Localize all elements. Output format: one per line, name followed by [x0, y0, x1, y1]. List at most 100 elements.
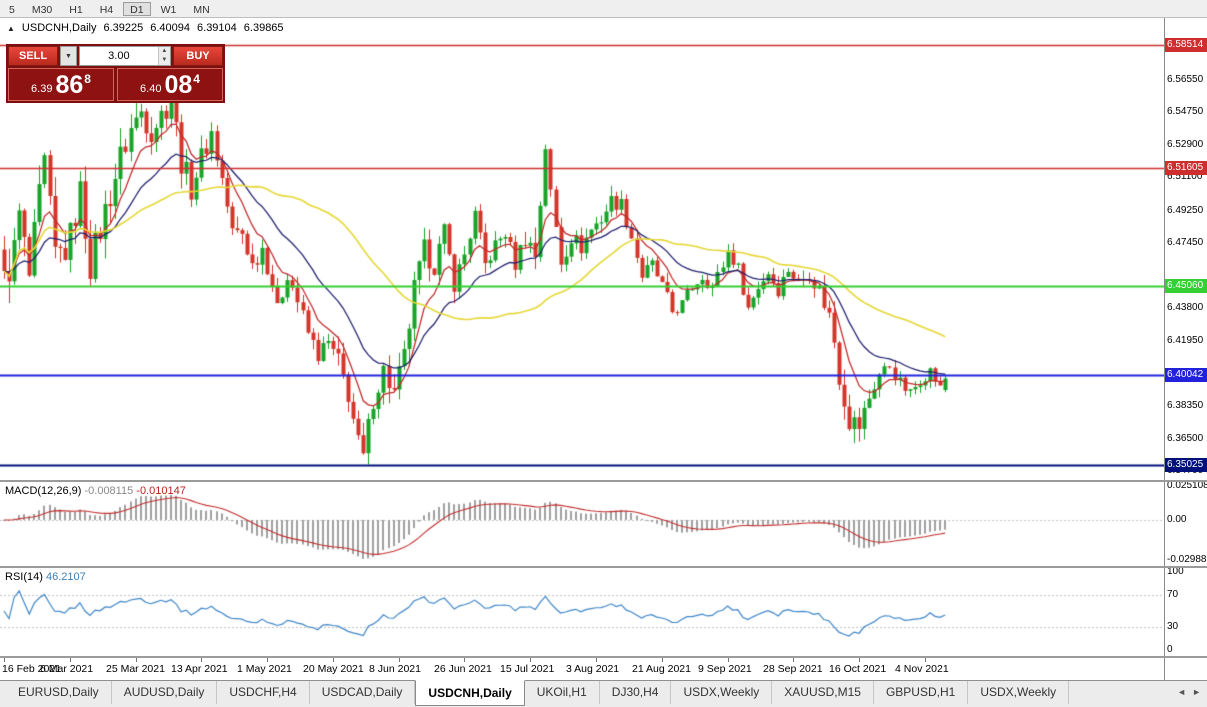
time-tick-mark	[530, 658, 531, 662]
time-tick-label: 16 Feb 2021	[2, 663, 61, 675]
timeframe-button-m30[interactable]: M30	[25, 2, 59, 16]
time-tick-mark	[399, 658, 400, 662]
timeframe-button-5[interactable]: 5	[2, 2, 22, 16]
symbol-marker-icon: ▲	[7, 23, 15, 33]
volume-decrease-icon[interactable]: ▼	[158, 56, 170, 65]
timeframe-toolbar: 5 M30 H1 H4 D1 W1 MN	[0, 0, 1207, 18]
price-tick: 6.54750	[1167, 106, 1204, 117]
time-tick-label: 25 Mar 2021	[106, 663, 165, 675]
price-tick: 6.49250	[1167, 204, 1204, 216]
macd-scale-label: 0.025108	[1167, 479, 1207, 491]
chart-ohlc-header: ▲ USDCNH,Daily 6.39225 6.40094 6.39104 6…	[7, 22, 284, 34]
timeframe-button-mn[interactable]: MN	[186, 2, 216, 16]
volume-input[interactable]	[80, 47, 158, 65]
chart-tab-audusd-daily[interactable]: AUDUSD,Daily	[112, 681, 218, 704]
sell-price-figure: 6.39	[31, 83, 53, 95]
rsi-scale-label: 0	[1167, 644, 1173, 655]
one-click-trading-panel: SELL ▼ ▲ ▼ BUY 6.39 86 8 6.40 08 4	[6, 44, 225, 103]
price-level-badge: 6.51605	[1165, 161, 1207, 176]
time-tick-mark	[728, 658, 729, 662]
time-tick-mark	[793, 658, 794, 662]
rsi-pane-canvas[interactable]	[0, 568, 1164, 656]
tabs-scroll-right-icon[interactable]: ►	[1192, 687, 1201, 697]
ohlc-high: 6.40094	[150, 22, 191, 34]
pane-separator[interactable]	[0, 656, 1207, 658]
rsi-scale-label: 70	[1167, 589, 1179, 601]
volume-field: ▲ ▼	[79, 46, 171, 66]
price-level-badge: 6.58514	[1165, 37, 1207, 52]
chart-tab-ukoil-h1[interactable]: UKOil,H1	[525, 681, 600, 704]
price-tick: 6.41950	[1167, 335, 1204, 347]
buy-price-point: 4	[193, 72, 200, 86]
volume-dropdown-button[interactable]: ▼	[60, 46, 77, 66]
time-tick-mark	[4, 658, 5, 662]
buy-price-display[interactable]: 6.40 08 4	[117, 68, 223, 101]
macd-name: MACD(12,26,9)	[5, 485, 82, 497]
time-tick-mark	[596, 658, 597, 662]
buy-price-figure: 6.40	[140, 83, 162, 95]
macd-main-value: -0.008115	[84, 485, 134, 497]
time-tick-label: 3 Aug 2021	[566, 663, 620, 675]
macd-signal-value: -0.010147	[136, 485, 186, 497]
tabs-scroll-left-icon[interactable]: ◄	[1177, 687, 1187, 697]
volume-spinner: ▲ ▼	[157, 47, 170, 65]
chart-tab-xauusd-m15[interactable]: XAUUSD,M15	[772, 681, 874, 704]
time-tick-label: 4 Nov 2021	[895, 663, 949, 675]
time-tick-mark	[70, 658, 71, 662]
chart-tab-eurusd-daily[interactable]: EURUSD,Daily	[6, 681, 112, 704]
rsi-name: RSI(14)	[5, 571, 43, 583]
price-tick: 6.36500	[1167, 432, 1204, 444]
time-tick-mark	[201, 658, 202, 662]
price-tick: 6.43800	[1167, 302, 1204, 314]
rsi-indicator-label: RSI(14) 46.2107	[5, 571, 86, 583]
sell-price-point: 8	[84, 72, 91, 86]
chart-tab-usdx-weekly[interactable]: USDX,Weekly	[671, 681, 773, 704]
price-tick: 6.47450	[1167, 236, 1204, 248]
timeframe-button-h4[interactable]: H4	[93, 2, 120, 16]
chart-tab-usdcad-daily[interactable]: USDCAD,Daily	[310, 681, 416, 704]
chart-tab-gbpusd-h1[interactable]: GBPUSD,H1	[874, 681, 969, 704]
time-tick-label: 26 Jun 2021	[434, 663, 492, 675]
time-tick-label: 28 Sep 2021	[763, 663, 823, 675]
rsi-value: 46.2107	[45, 571, 86, 583]
ohlc-low: 6.39104	[197, 22, 237, 34]
price-level-badge: 6.45060	[1165, 278, 1207, 293]
volume-increase-icon[interactable]: ▲	[158, 47, 170, 56]
macd-pane-canvas[interactable]	[0, 482, 1164, 566]
buy-price-pips: 08	[164, 71, 193, 99]
timeframe-button-h1[interactable]: H1	[62, 2, 89, 16]
time-tick-label: 16 Oct 2021	[829, 663, 887, 675]
macd-scale-label: 0.00	[1167, 513, 1187, 525]
price-level-badge: 6.35025	[1165, 458, 1207, 473]
timeframe-button-w1[interactable]: W1	[154, 2, 184, 16]
ohlc-open: 6.39225	[103, 22, 144, 34]
time-tick-mark	[267, 658, 268, 662]
sell-button[interactable]: SELL	[8, 46, 58, 66]
time-tick-label: 6 Mar 2021	[40, 663, 94, 675]
time-tick-mark	[333, 658, 334, 662]
pane-separator[interactable]	[0, 566, 1207, 568]
time-tick-mark	[136, 658, 137, 662]
price-level-badge: 6.40042	[1165, 368, 1207, 383]
ohlc-close: 6.39865	[243, 22, 284, 34]
time-tick-label: 1 May 2021	[237, 663, 292, 675]
time-tick-mark	[464, 658, 465, 662]
time-tick-mark	[662, 658, 663, 662]
chart-tab-usdchf-h4[interactable]: USDCHF,H4	[217, 681, 310, 704]
price-axis[interactable]: 6.56550 6.54750 6.52900 6.51100 6.49250 6.474…	[1164, 18, 1207, 680]
time-tick-label: 15 Jul 2021	[500, 663, 555, 675]
chart-tab-dj30-h4[interactable]: DJ30,H4	[600, 681, 672, 704]
chart-tab-usdx-weekly[interactable]: USDX,Weekly	[968, 681, 1070, 704]
pane-separator[interactable]	[0, 480, 1207, 482]
buy-button[interactable]: BUY	[173, 46, 223, 66]
sell-price-display[interactable]: 6.39 86 8	[8, 68, 114, 101]
timeframe-button-d1[interactable]: D1	[123, 1, 151, 16]
chart-tab-usdcnh-daily[interactable]: USDCNH,Daily	[415, 680, 525, 706]
time-tick-label: 21 Aug 2021	[632, 663, 691, 675]
time-tick-mark	[925, 658, 926, 662]
chart-symbol-label: USDCNH,Daily	[21, 22, 97, 34]
chart-tabs-bar: EURUSD,Daily AUDUSD,Daily USDCHF,H4 USDCAD,…	[0, 680, 1207, 707]
time-axis[interactable]: 16 Feb 2021 6 Mar 2021 25 Mar 2021 13 Apr 2…	[0, 658, 1164, 680]
sell-price-pips: 86	[55, 71, 84, 99]
